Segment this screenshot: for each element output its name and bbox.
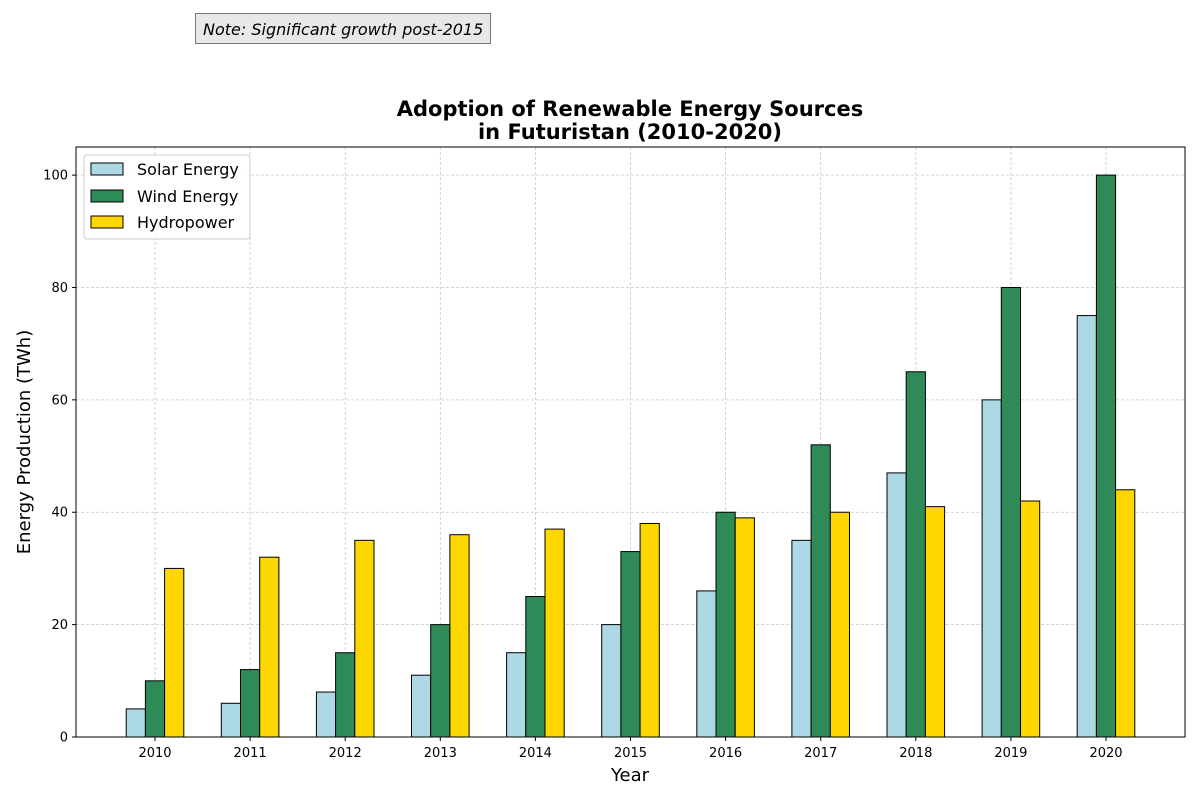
chart-title-line-2: in Futuristan (2010-2020) (478, 120, 782, 144)
x-tick-label: 2020 (1089, 746, 1122, 761)
x-tick-label: 2018 (899, 746, 932, 761)
bar-wind-2020 (1095, 174, 1117, 738)
x-tick-label: 2011 (234, 746, 267, 761)
x-axis-ticks: 2010 2011 2012 2013 2014 2015 2016 2017 2018 2019… (138, 737, 1123, 761)
legend-label-hydro: Hydropower (137, 213, 235, 232)
y-tick-label: 40 (51, 506, 68, 521)
bar-wind-2010 (144, 680, 166, 738)
bar-solar-2013 (411, 674, 432, 738)
y-tick-label: 100 (43, 169, 68, 184)
bar-hydro-2014 (544, 528, 565, 738)
bar-solar-2018 (886, 472, 907, 738)
bar-hydro-2013 (449, 534, 470, 738)
x-axis-label: Year (610, 765, 650, 786)
annotation-note: Note: Significant growth post-2015 (195, 13, 492, 44)
bar-hydro-2020 (1115, 489, 1136, 738)
bar-solar-2012 (315, 691, 337, 738)
bar-solar-2019 (981, 399, 1002, 738)
bar-hydro-2011 (259, 556, 280, 738)
bar-wind-2011 (240, 669, 261, 738)
y-tick-label: 20 (51, 618, 68, 633)
x-tick-label: 2010 (138, 746, 171, 761)
bar-hydro-2012 (354, 539, 375, 738)
bar-wind-2017 (810, 444, 831, 738)
legend-swatch-solar (90, 162, 124, 176)
bar-solar-2016 (696, 590, 717, 738)
bar-solar-2017 (791, 539, 812, 738)
legend-label-wind: Wind Energy (137, 187, 238, 206)
legend: Solar Energy Wind Energy Hydropower (83, 154, 251, 240)
bar-hydro-2018 (924, 506, 946, 738)
bar-solar-2010 (125, 708, 146, 738)
x-tick-label: 2012 (329, 746, 362, 761)
y-tick-label: 60 (51, 393, 68, 408)
bar-solar-2020 (1076, 315, 1097, 738)
bar-hydro-2010 (164, 567, 185, 738)
bar-wind-2015 (620, 551, 641, 738)
bar-wind-2014 (525, 596, 546, 738)
legend-frame (83, 154, 251, 240)
bar-solar-2014 (506, 652, 527, 738)
bar-hydro-2015 (639, 522, 660, 738)
legend-swatch-wind (90, 189, 124, 203)
x-tick-label: 2014 (519, 746, 552, 761)
bar-wind-2016 (715, 511, 736, 738)
y-axis-label: Energy Production (TWh) (14, 330, 35, 554)
x-tick-label: 2019 (994, 746, 1027, 761)
bar-wind-2013 (430, 624, 451, 738)
bar-hydro-2017 (829, 511, 850, 738)
x-tick-label: 2016 (709, 746, 742, 761)
legend-label-solar: Solar Energy (137, 160, 239, 179)
y-tick-label: 0 (60, 731, 68, 746)
x-tick-label: 2013 (424, 746, 457, 761)
bar-solar-2011 (220, 702, 242, 738)
legend-swatch-hydro (90, 215, 124, 229)
bar-wind-2012 (335, 652, 356, 738)
chart-title-line-1: Adoption of Renewable Energy Sources (397, 97, 863, 121)
bars (125, 174, 1136, 738)
y-tick-label: 80 (51, 281, 68, 296)
bar-hydro-2019 (1020, 500, 1041, 738)
bar-wind-2019 (1000, 286, 1021, 738)
bar-wind-2018 (905, 371, 926, 738)
bar-solar-2015 (601, 624, 622, 738)
bar-hydro-2016 (734, 517, 755, 738)
x-tick-label: 2017 (804, 746, 837, 761)
y-axis-ticks: 0 20 40 60 80 100 (43, 169, 76, 746)
x-tick-label: 2015 (614, 746, 647, 761)
